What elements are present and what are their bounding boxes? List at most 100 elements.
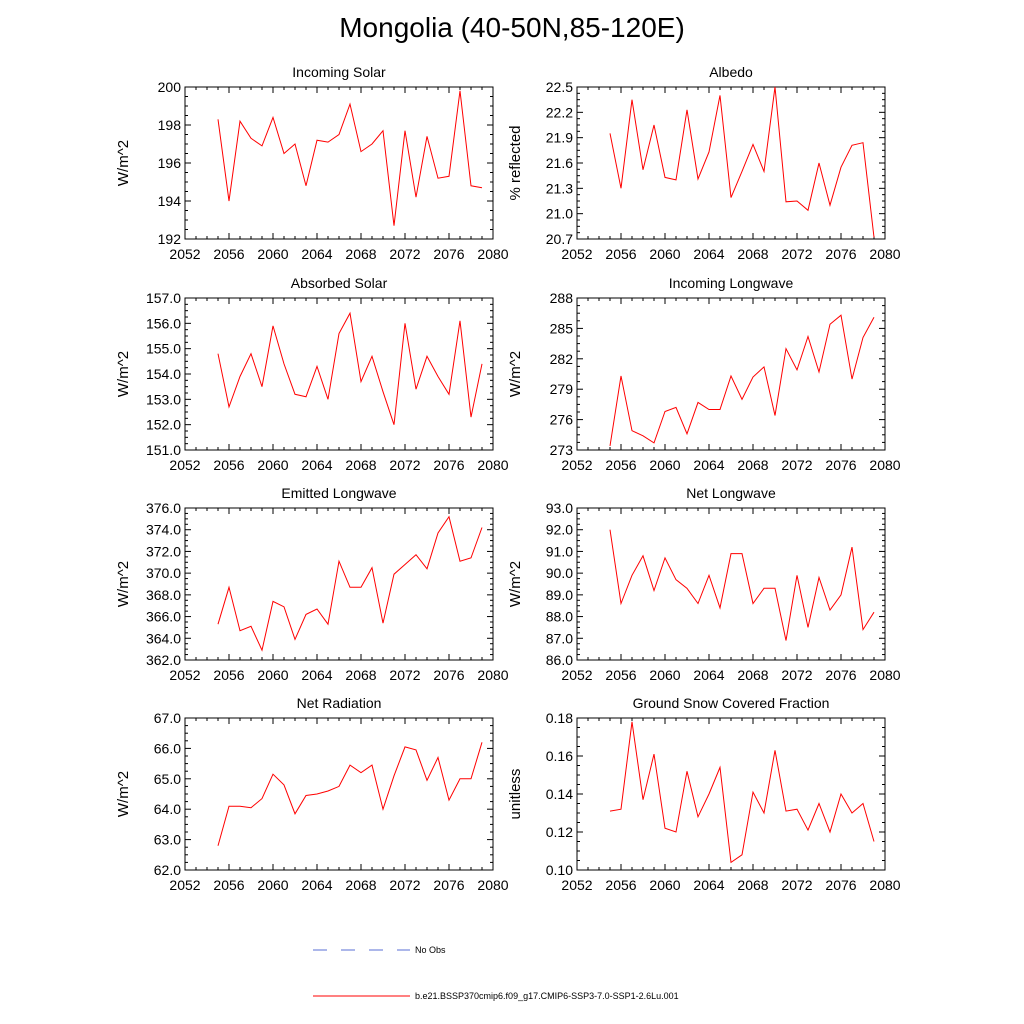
x-tick-label: 2072 [781,246,812,262]
x-tick-label: 2064 [301,246,332,262]
x-tick-label: 2056 [605,877,636,893]
x-tick-label: 2072 [389,877,420,893]
y-tick-label: 376.0 [146,500,181,516]
x-tick-label: 2068 [345,457,376,473]
x-tick-label: 2076 [433,877,464,893]
x-tick-label: 2064 [693,457,724,473]
x-tick-label: 2068 [345,246,376,262]
y-axis-label: W/m^2 [115,561,132,607]
y-tick-label: 366.0 [146,609,181,625]
x-tick-label: 2060 [257,246,288,262]
y-tick-label: 273 [550,442,574,458]
x-tick-label: 2076 [825,877,856,893]
x-tick-label: 2080 [869,246,900,262]
plot-frame [576,507,886,661]
y-tick-label: 67.0 [154,710,181,726]
x-tick-label: 2052 [561,877,592,893]
x-tick-label: 2068 [737,246,768,262]
x-tick-label: 2076 [433,667,464,683]
plot-frame [576,86,886,240]
x-tick-label: 2080 [869,667,900,683]
y-tick-label: 156.0 [146,315,181,331]
y-tick-label: 370.0 [146,565,181,581]
series-line [217,515,483,652]
y-tick-label: 0.16 [546,748,573,764]
x-tick-label: 2068 [737,877,768,893]
y-tick-label: 364.0 [146,630,181,646]
x-tick-label: 2056 [213,246,244,262]
x-tick-label: 2080 [477,877,508,893]
y-tick-label: 288 [550,290,574,306]
x-tick-label: 2080 [477,457,508,473]
x-tick-label: 2076 [825,457,856,473]
panel-title: Incoming Solar [292,64,386,80]
x-tick-label: 2052 [169,667,200,683]
x-tick-label: 2068 [345,877,376,893]
y-tick-label: 90.0 [546,565,573,581]
y-tick-label: 66.0 [154,740,181,756]
y-tick-label: 279 [550,381,574,397]
x-tick-label: 2060 [649,877,680,893]
x-tick-label: 2064 [301,667,332,683]
page-title: Mongolia (40-50N,85-120E) [339,12,685,43]
series-line [609,721,875,864]
plot-frame [184,507,494,661]
series-line [609,529,875,641]
y-axis-label: W/m^2 [115,771,132,817]
x-tick-label: 2064 [301,457,332,473]
y-tick-label: 200 [158,79,182,95]
panel-title: Incoming Longwave [669,275,794,291]
series-line [217,90,483,226]
y-tick-label: 65.0 [154,771,181,787]
y-axis-label: W/m^2 [507,561,524,607]
y-tick-label: 89.0 [546,587,573,603]
x-tick-label: 2068 [737,457,768,473]
x-tick-label: 2076 [433,457,464,473]
x-tick-label: 2064 [693,877,724,893]
x-tick-label: 2060 [649,246,680,262]
panel-title: Emitted Longwave [281,485,396,501]
x-tick-label: 2060 [649,667,680,683]
panel-ground-snow-covered-fraction: 2052 2056 2060 2064 2068 2072 2076 2080 0.10 0.12… [507,695,901,893]
y-tick-label: 155.0 [146,341,181,357]
x-tick-label: 2072 [389,667,420,683]
y-tick-label: 21.3 [546,180,573,196]
series-line [609,86,875,238]
x-tick-label: 2080 [869,877,900,893]
y-tick-label: 87.0 [546,630,573,646]
y-tick-label: 0.14 [546,786,573,802]
y-tick-label: 0.10 [546,862,573,878]
x-tick-label: 2076 [433,246,464,262]
panel-title: Albedo [709,64,753,80]
y-axis-label: W/m^2 [507,351,524,397]
y-tick-label: 91.0 [546,543,573,559]
x-tick-label: 2064 [693,246,724,262]
y-tick-label: 21.0 [546,206,573,222]
x-tick-label: 2056 [605,667,636,683]
y-tick-label: 154.0 [146,366,181,382]
y-axis-label: W/m^2 [115,351,132,397]
panel-net-radiation: 2052 2056 2060 2064 2068 2072 2076 2080 62.0 63.0… [115,695,509,893]
legend-label-no-obs: No Obs [415,945,446,955]
y-axis-label: W/m^2 [115,140,132,186]
x-tick-label: 2064 [301,877,332,893]
plot-frame [576,297,886,451]
x-tick-label: 2052 [169,877,200,893]
y-tick-label: 88.0 [546,609,573,625]
y-tick-label: 198 [158,117,182,133]
panel-emitted-longwave: 2052 2056 2060 2064 2068 2072 2076 2080 362.0 364… [115,485,509,683]
y-tick-label: 374.0 [146,522,181,538]
x-tick-label: 2072 [781,457,812,473]
y-tick-label: 157.0 [146,290,181,306]
y-tick-label: 63.0 [154,832,181,848]
x-tick-label: 2080 [869,457,900,473]
y-tick-label: 276 [550,412,574,428]
y-tick-label: 152.0 [146,417,181,433]
y-tick-label: 20.7 [546,231,573,247]
plot-frame [184,86,494,240]
y-tick-label: 362.0 [146,652,181,668]
y-tick-label: 64.0 [154,801,181,817]
x-tick-label: 2064 [693,667,724,683]
plot-frame [184,717,494,871]
